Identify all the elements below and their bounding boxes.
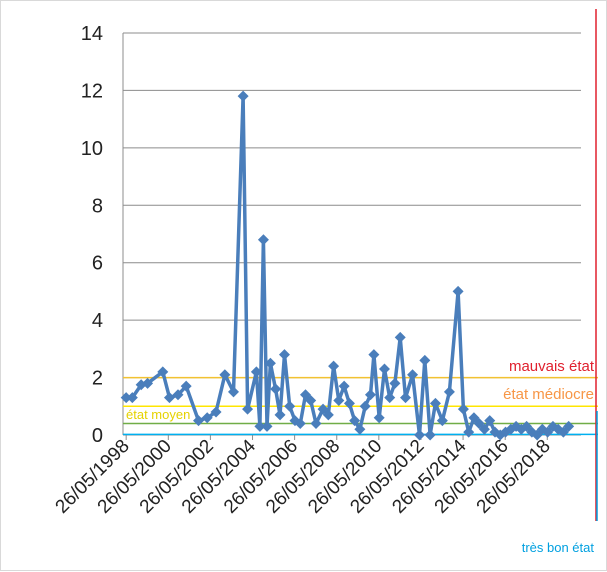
data-point [126, 392, 138, 404]
data-point [364, 389, 376, 401]
data-point [274, 409, 286, 421]
data-point [254, 420, 266, 432]
data-point [557, 426, 569, 438]
data-point [436, 415, 448, 427]
data-point [219, 369, 231, 381]
y-tick-label: 8 [92, 195, 103, 217]
data-point [521, 420, 533, 432]
y-tick-label: 10 [81, 138, 103, 160]
data-point [172, 389, 184, 401]
data-point [359, 400, 371, 412]
data-point [457, 403, 469, 415]
data-point [400, 392, 412, 404]
data-point [443, 386, 455, 398]
data-point [270, 383, 282, 395]
data-point [322, 409, 334, 421]
data-point [305, 395, 317, 407]
data-point [373, 412, 385, 424]
data-point [193, 415, 205, 427]
data-point [237, 90, 249, 102]
data-point [328, 360, 340, 372]
data-point [278, 349, 290, 361]
data-point [368, 349, 380, 361]
data-point [349, 415, 361, 427]
data-point [210, 406, 222, 418]
data-point [157, 366, 169, 378]
data-point [310, 418, 322, 430]
data-point [452, 285, 464, 297]
y-tick-label: 4 [92, 310, 103, 332]
data-point [389, 377, 401, 389]
data-point [343, 397, 355, 409]
data-point [120, 392, 132, 404]
data-point [384, 392, 396, 404]
data-point [563, 420, 575, 432]
y-tick-label: 6 [92, 253, 103, 275]
threshold-label: mauvais état [509, 358, 595, 375]
data-point [284, 400, 296, 412]
data-point [378, 363, 390, 375]
data-point [180, 380, 192, 392]
threshold-label: très bon état [522, 540, 595, 555]
data-point [257, 234, 269, 246]
data-point [201, 412, 213, 424]
data-point [429, 397, 441, 409]
data-point [424, 429, 436, 441]
y-tick-label: 12 [81, 80, 103, 102]
data-point [419, 354, 431, 366]
data-point [394, 331, 406, 343]
data-point [414, 429, 426, 441]
y-tick-label: 2 [92, 368, 103, 390]
data-point [354, 423, 366, 435]
data-point [317, 403, 329, 415]
data-point [228, 386, 240, 398]
data-point [542, 426, 554, 438]
data-point [484, 415, 496, 427]
y-tick-label: 14 [81, 23, 103, 45]
y-tick-label: 0 [92, 425, 103, 447]
data-point [294, 418, 306, 430]
threshold-label: état médiocre [503, 386, 594, 403]
data-point [142, 377, 154, 389]
data-point [478, 423, 490, 435]
threshold-label: état moyen [126, 407, 190, 422]
data-point [407, 369, 419, 381]
data-point [463, 426, 475, 438]
data-point [333, 395, 345, 407]
data-point [264, 357, 276, 369]
data-point [250, 366, 262, 378]
data-point [163, 392, 175, 404]
data-point [473, 418, 485, 430]
data-point [242, 403, 254, 415]
data-point [338, 380, 350, 392]
data-point [261, 420, 273, 432]
